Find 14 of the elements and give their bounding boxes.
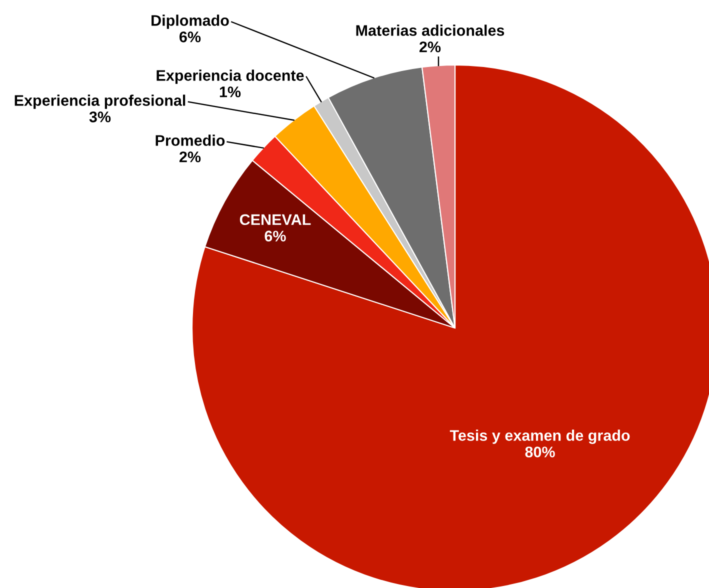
data-label: 1%	[220, 86, 241, 98]
slice-label: Experiencia profesional	[14, 94, 186, 109]
slice-label: Tesis y examen de grado	[450, 430, 630, 444]
data-label: 2%	[179, 152, 201, 162]
slice-label: Promedio	[156, 134, 225, 146]
slice-label: Materias adicionales	[356, 24, 504, 36]
slice-label: Experiencia docente	[156, 70, 304, 84]
data-label: 6%	[180, 32, 201, 42]
data-label: 6%	[264, 230, 286, 242]
data-label: 2%	[419, 42, 441, 52]
data-label: 80%	[525, 446, 555, 458]
slice-label: Diplomado	[152, 14, 229, 29]
data-label: 3%	[89, 112, 111, 122]
slice-label: CENEVAL	[240, 214, 311, 226]
